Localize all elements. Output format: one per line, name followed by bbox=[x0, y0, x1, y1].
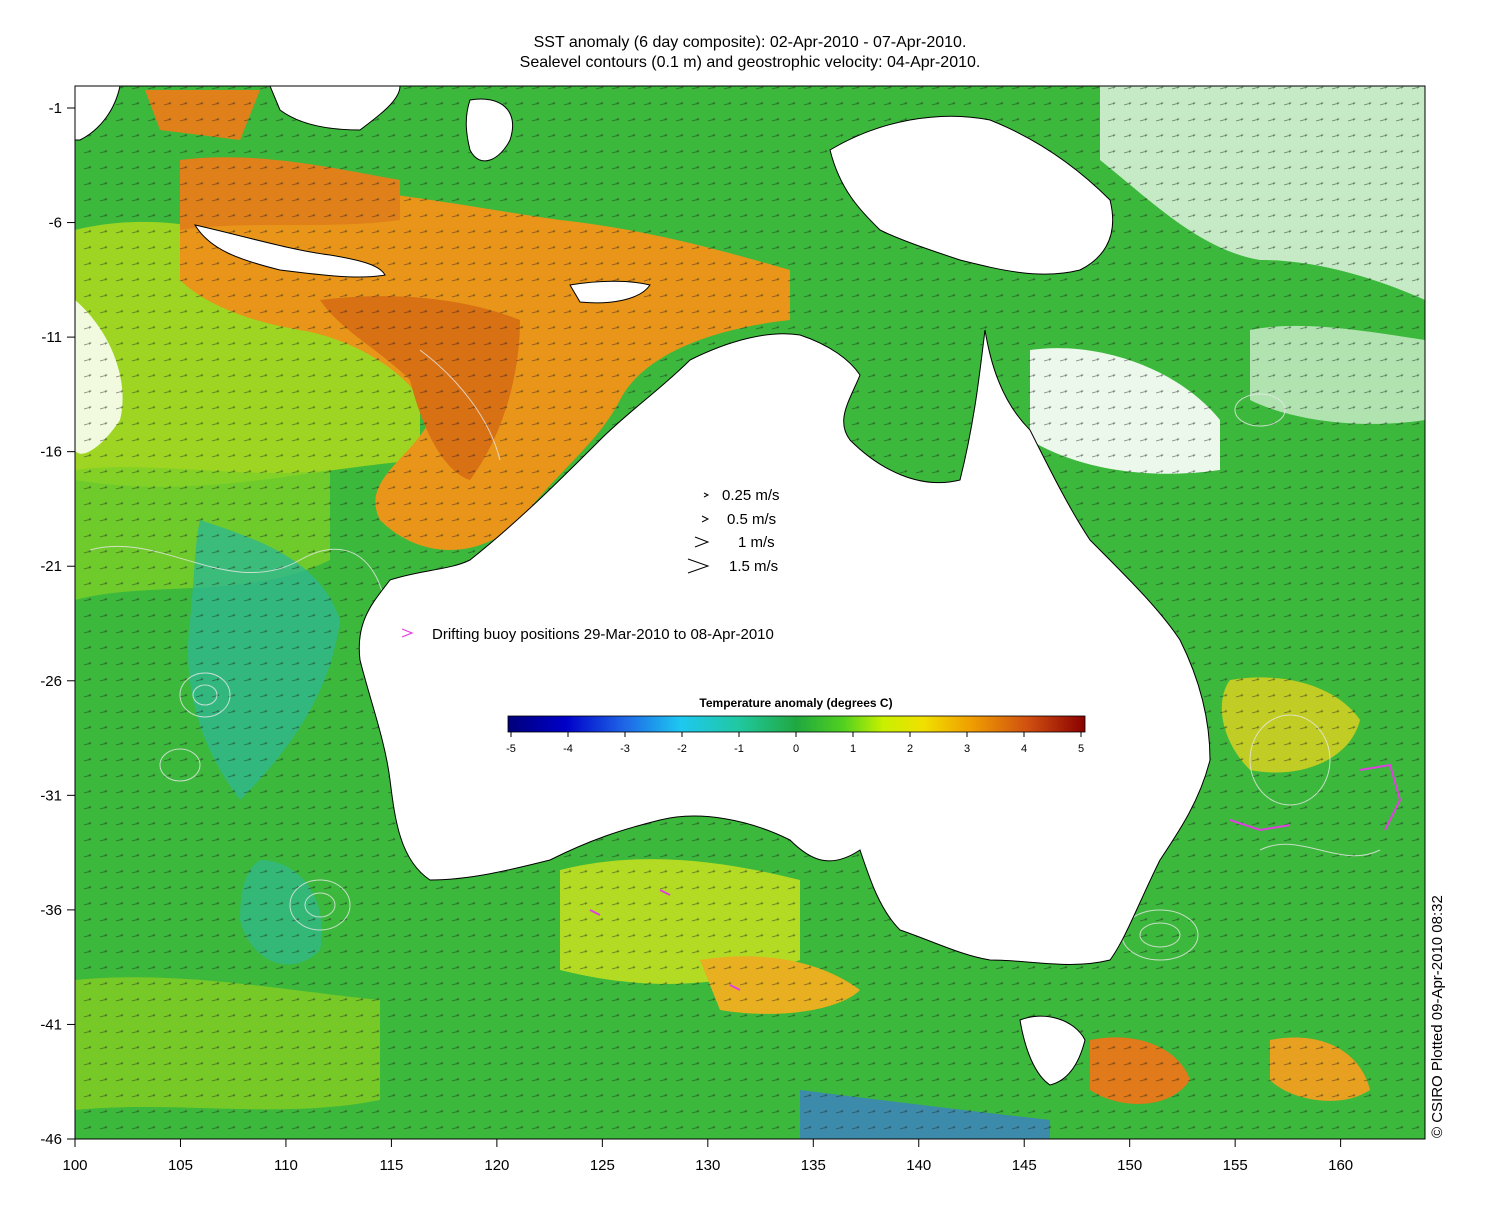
velocity-legend: 0.25 m/s 0.5 m/s 1 m/s 1.5 m/s bbox=[687, 487, 780, 575]
x-tick-label-6: 130 bbox=[695, 1157, 720, 1174]
velocity-legend-label-1: 0.5 m/s bbox=[727, 511, 776, 528]
x-tick-label-1: 105 bbox=[168, 1157, 193, 1174]
velocity-legend-label-2: 1 m/s bbox=[738, 534, 775, 551]
java-landmass bbox=[193, 224, 386, 278]
y-tick-label-8: -41 bbox=[40, 1016, 62, 1033]
x-tick-label-4: 120 bbox=[484, 1157, 509, 1174]
colorbar-tick-label-1: -4 bbox=[563, 743, 573, 755]
plot-frame bbox=[74, 85, 1426, 1140]
velocity-legend-label-0: 0.25 m/s bbox=[722, 487, 780, 504]
tasmania-landmass bbox=[1019, 1015, 1086, 1086]
colorbar-tick-label-4: -1 bbox=[734, 743, 744, 755]
drifting-buoy-tracks bbox=[589, 763, 1402, 991]
colorbar-tick-label-3: -2 bbox=[677, 743, 687, 755]
y-tick-label-9: -46 bbox=[40, 1131, 62, 1148]
colorbar-tick-label-9: 4 bbox=[1021, 743, 1027, 755]
colorbar-gradient bbox=[507, 715, 1086, 733]
map-title-line2: Sealevel contours (0.1 m) and geostrophi… bbox=[519, 54, 981, 71]
timor-landmass bbox=[569, 280, 651, 304]
colorbar-tick-label-8: 3 bbox=[964, 743, 970, 755]
velocity-legend-arrow-1 bbox=[701, 515, 710, 523]
temperature-colorbar: Temperature anomaly (degrees C) -5 -4 -3 -2… bbox=[506, 696, 1086, 755]
buoy-legend: Drifting buoy positions 29-Mar-2010 to 0… bbox=[401, 626, 774, 643]
colorbar-tick-label-2: -3 bbox=[620, 743, 630, 755]
colorbar-tick-label-7: 2 bbox=[907, 743, 913, 755]
borneo-landmass bbox=[269, 86, 401, 131]
y-tick-label-0: -1 bbox=[49, 100, 62, 117]
velocity-legend-arrow-3 bbox=[687, 558, 710, 574]
colorbar-title: Temperature anomaly (degrees C) bbox=[699, 696, 892, 710]
velocity-legend-label-3: 1.5 m/s bbox=[729, 558, 778, 575]
colorbar-tick-label-0: -5 bbox=[506, 743, 516, 755]
land-masses bbox=[75, 86, 1211, 1086]
new-guinea-landmass bbox=[829, 115, 1114, 275]
velocity-legend-arrow-0 bbox=[703, 492, 710, 498]
csiro-credit: © CSIRO Plotted 09-Apr-2010 08:32 bbox=[1429, 895, 1446, 1138]
x-tick-label-12: 160 bbox=[1328, 1157, 1353, 1174]
velocity-legend-arrow-2 bbox=[694, 536, 710, 548]
x-tick-label-10: 150 bbox=[1117, 1157, 1142, 1174]
map-title-line1: SST anomaly (6 day composite): 02-Apr-20… bbox=[533, 34, 967, 51]
colorbar-tick-label-10: 5 bbox=[1078, 743, 1084, 755]
buoy-legend-marker bbox=[401, 628, 414, 638]
y-tick-label-2: -11 bbox=[41, 329, 62, 346]
x-tick-label-9: 145 bbox=[1012, 1157, 1037, 1174]
x-tick-label-5: 125 bbox=[590, 1157, 615, 1174]
colorbar-ticks: -5 -4 -3 -2 -1 0 1 2 3 4 5 bbox=[506, 732, 1084, 755]
y-tick-label-5: -26 bbox=[40, 673, 62, 690]
sumatra-landmass bbox=[75, 86, 121, 141]
x-tick-label-2: 110 bbox=[274, 1157, 298, 1174]
x-tick-label-7: 135 bbox=[801, 1157, 826, 1174]
y-tick-label-6: -31 bbox=[40, 787, 62, 804]
x-tick-label-8: 140 bbox=[906, 1157, 931, 1174]
x-tick-label-11: 155 bbox=[1223, 1157, 1248, 1174]
colorbar-tick-label-5: 0 bbox=[793, 743, 799, 755]
map-plot-area bbox=[75, 86, 1425, 1139]
y-tick-label-1: -6 bbox=[49, 215, 62, 232]
colorbar-tick-label-6: 1 bbox=[850, 743, 856, 755]
australia-landmass bbox=[358, 329, 1211, 965]
x-tick-label-0: 100 bbox=[62, 1157, 87, 1174]
buoy-legend-label: Drifting buoy positions 29-Mar-2010 to 0… bbox=[432, 626, 774, 643]
x-tick-label-3: 115 bbox=[379, 1157, 403, 1174]
sulawesi-landmass bbox=[465, 98, 514, 162]
x-axis: 100 105 110 115 120 125 130 135 140 145 150 155 160 bbox=[62, 1139, 1353, 1174]
y-tick-label-4: -21 bbox=[40, 558, 62, 575]
y-tick-label-3: -16 bbox=[40, 444, 62, 461]
y-axis: -1 -6 -11 -16 -21 -26 -31 -36 -41 -46 bbox=[40, 100, 75, 1148]
y-tick-label-7: -36 bbox=[40, 902, 62, 919]
